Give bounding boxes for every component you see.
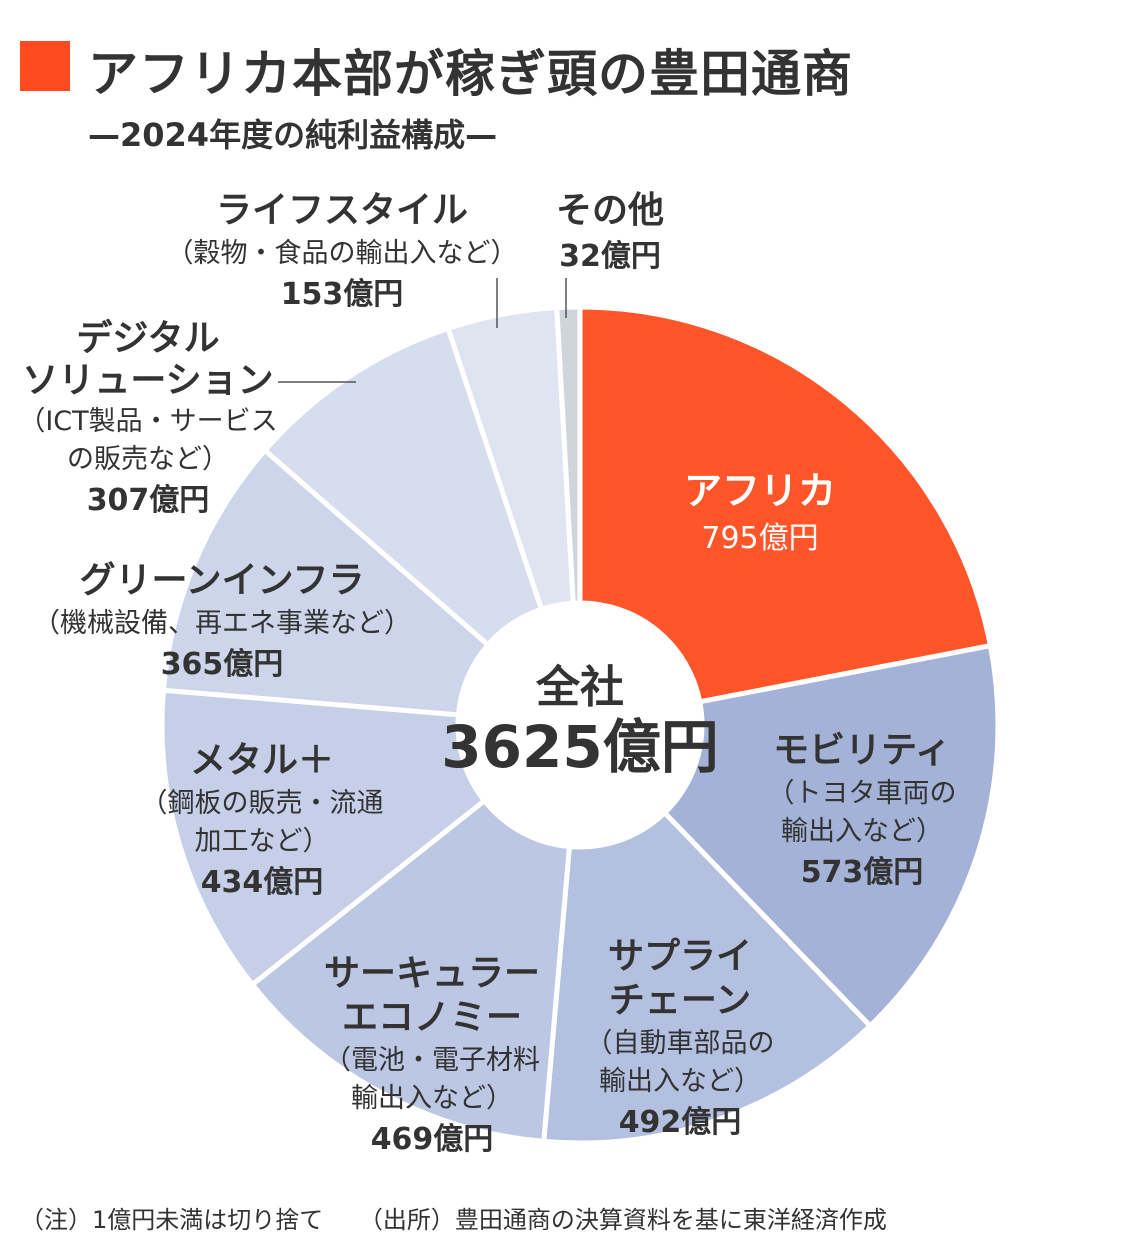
slice-value-4: 434億円	[201, 865, 324, 900]
slice-detail-6-1: の販売など）	[67, 444, 229, 475]
slice-name-3-0: サーキュラー	[324, 953, 540, 994]
slice-detail-1-1: 輸出入など）	[781, 816, 943, 847]
slice-3	[248, 797, 573, 1145]
slice-name-0-0: アフリカ	[684, 469, 836, 513]
slice-name-6-1: ソリューション	[22, 360, 273, 401]
slice-detail-2-0: （自動車部品の	[586, 1028, 775, 1059]
slice-detail-3-0: （電池・電子材料	[324, 1045, 540, 1076]
slice-0	[577, 304, 994, 705]
slice-name-3-1: エコノミー	[342, 997, 522, 1038]
slice-value-8: 32億円	[559, 239, 661, 274]
slice-name-6-0: デジタル	[76, 317, 219, 359]
footer: （注）1億円未満は切り捨て （出所）豊田通商の決算資料を基に東洋経済作成	[20, 1200, 915, 1235]
slice-label-7: ライフスタイル （穀物・食品の輸出入など） 153億円	[167, 190, 518, 312]
slice-label-5: グリーンインフラ （機械設備、再エネ事業など） 365億円	[33, 560, 411, 682]
slice-value-7: 153億円	[281, 277, 404, 312]
slice-detail-3-1: 輸出入など）	[351, 1083, 513, 1114]
slice-5	[160, 446, 492, 718]
slice-detail-6-0: （ICT製品・サービス	[18, 406, 277, 437]
slice-name-2-1: チェーン	[609, 980, 751, 1021]
slice-1	[661, 642, 1001, 1030]
footer-note: （注）1億円未満は切り捨て	[20, 1206, 324, 1234]
slice-detail-2-1: 輸出入など）	[599, 1066, 761, 1097]
slice-name-4-0: メタル＋	[190, 740, 334, 781]
slice-detail-4-1: 加工など）	[195, 826, 330, 857]
slice-value-3: 469億円	[371, 1122, 494, 1157]
slice-value-5: 365億円	[161, 647, 284, 682]
slice-value-1: 573億円	[801, 855, 924, 890]
center-label: 全社	[535, 662, 624, 713]
slice-detail-5-0: （機械設備、再エネ事業など）	[33, 608, 411, 639]
slice-detail-4-0: （鋼板の販売・流通	[141, 788, 384, 819]
slice-4	[159, 687, 488, 989]
slice-value-6: 307億円	[87, 483, 210, 518]
slice-detail-1-0: （トヨタ車両の	[768, 778, 957, 809]
footer-source: （出所）豊田通商の決算資料を基に東洋経済作成	[358, 1206, 887, 1234]
title-marker	[20, 41, 70, 91]
center-total: 3625億円	[441, 713, 718, 781]
slice-name-1-0: モビリティ	[773, 730, 951, 771]
chart-subtitle: —2024年度の純利益構成—	[88, 116, 498, 154]
slice-value-2: 492億円	[619, 1105, 742, 1140]
slice-name-7-0: ライフスタイル	[216, 190, 468, 231]
slice-value-0: 795億円	[701, 521, 818, 556]
chart-title: アフリカ本部が稼ぎ頭の豊田通商	[88, 45, 853, 103]
slice-8	[554, 304, 583, 606]
slice-label-8: その他 32億円	[556, 190, 664, 274]
slice-label-0: アフリカ 795億円	[684, 469, 836, 556]
slice-name-8-0: その他	[556, 190, 664, 231]
slice-detail-7-0: （穀物・食品の輸出入など）	[167, 238, 518, 269]
slice-2	[541, 809, 874, 1146]
slice-name-2-0: サプライ	[608, 936, 752, 977]
slice-name-5-0: グリーンインフラ	[79, 560, 364, 601]
